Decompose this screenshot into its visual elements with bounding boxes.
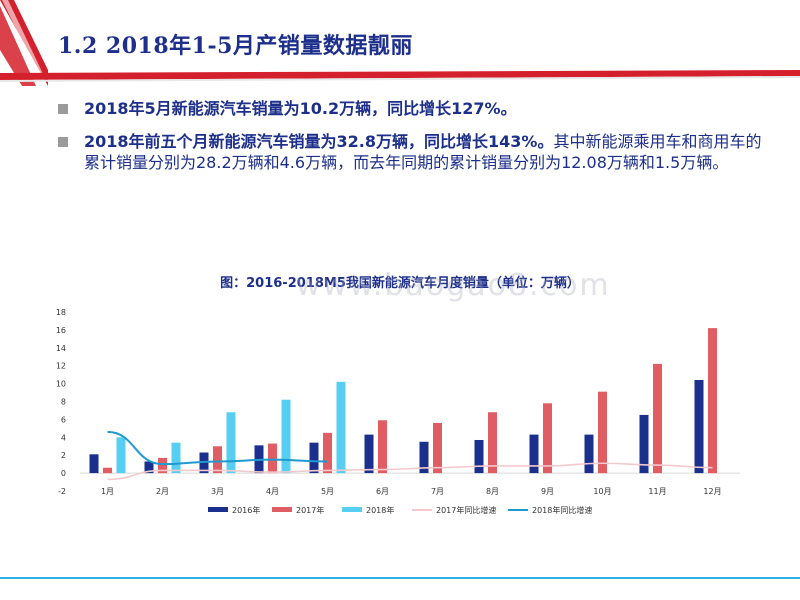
legend-swatch	[272, 507, 292, 512]
y-tick-label: 4	[61, 433, 66, 442]
legend-label: 2016年	[232, 505, 260, 515]
watermark: www.baogao8.com	[296, 268, 611, 303]
line-2017年同比增速	[107, 462, 713, 481]
bar-2017年	[323, 432, 332, 474]
bar-2017年	[543, 403, 552, 474]
bar-2018年	[171, 442, 181, 474]
bar-2017年	[653, 363, 662, 474]
bullet-bold-text: 2018年前五个月新能源汽车销量为32.8万辆，同比增长143%。	[84, 132, 554, 151]
y-tick-label: 14	[56, 344, 66, 353]
bar-2017年	[598, 391, 607, 474]
bullet-list: 2018年5月新能源汽车销量为10.2万辆，同比增长127%。 2018年前五个…	[56, 98, 776, 185]
bullet-text: 2018年5月新能源汽车销量为10.2万辆，同比增长127%。	[84, 98, 776, 119]
bullet-marker-icon	[58, 104, 68, 114]
bar-2016年	[584, 434, 594, 474]
bar-2016年	[419, 441, 429, 474]
y-tick-label: 18	[56, 308, 66, 317]
legend-swatch	[208, 507, 228, 512]
bar-2016年	[474, 439, 484, 474]
x-tick-label: 9月	[541, 487, 554, 496]
x-tick-label: 8月	[486, 487, 499, 496]
x-tick-label: 10月	[593, 487, 611, 496]
x-tick-label: 12月	[703, 487, 721, 496]
bullet-bold-text: 2018年5月新能源汽车销量为10.2万辆，同比增长127%。	[84, 99, 517, 118]
x-tick-label: 4月	[266, 487, 279, 496]
chart-container: 图：2016-2018M5我国新能源汽车月度销量（单位：万辆） -2 0 2 4 6 8 1…	[40, 265, 760, 525]
bar-2016年	[694, 380, 704, 474]
bullet-text: 2018年前五个月新能源汽车销量为32.8万辆，同比增长143%。其中新能源乘用…	[84, 131, 776, 173]
y-tick-label: 6	[61, 415, 66, 424]
legend-label: 2018年同比增速	[532, 505, 592, 515]
bar-2017年	[708, 328, 717, 474]
legend-swatch	[342, 507, 362, 512]
bullet-item: 2018年前五个月新能源汽车销量为32.8万辆，同比增长143%。其中新能源乘用…	[56, 131, 776, 173]
bar-2017年	[103, 467, 112, 474]
y-tick-label: 10	[56, 380, 66, 389]
legend-label: 2017年	[296, 505, 324, 515]
x-tick-label: 2月	[156, 487, 169, 496]
x-tick-label: 3月	[211, 487, 224, 496]
chart-title: 图：2016-2018M5我国新能源汽车月度销量（单位：万辆）	[220, 276, 580, 291]
x-tick-label: 1月	[101, 487, 114, 496]
bar-2017年	[268, 443, 277, 474]
footer-line	[0, 577, 800, 579]
bar-2018年	[336, 381, 346, 474]
y-tick-label: 12	[56, 362, 66, 371]
y-tick-label: -2	[58, 487, 66, 496]
slide-title: 1.2 2018年1-5月产销量数据靓丽	[58, 33, 413, 59]
legend-label: 2018年	[366, 505, 394, 515]
bar-2017年	[158, 457, 167, 474]
bar-2018年	[116, 437, 126, 474]
bar-2016年	[309, 442, 319, 474]
bar-2017年	[378, 420, 387, 474]
x-tick-label: 6月	[376, 487, 389, 496]
y-tick-label: 0	[61, 469, 66, 478]
bar-2017年	[488, 412, 497, 474]
line-2018年同比增速	[107, 430, 328, 466]
bullet-item: 2018年5月新能源汽车销量为10.2万辆，同比增长127%。	[56, 98, 776, 119]
corner-accent-decoration	[0, 0, 48, 86]
bar-2018年	[281, 399, 291, 474]
bar-2016年	[144, 461, 154, 474]
bar-2017年	[213, 446, 222, 474]
bar-2016年	[89, 454, 99, 474]
x-tick-label: 11月	[648, 487, 666, 496]
bullet-marker-icon	[58, 137, 68, 147]
monthly-sales-chart: -2 0 2 4 6 8 10 12 14 16 18 1月 2月 3月 4月 5月 6月 7月 8月 9月 10月 11…	[56, 308, 740, 515]
y-tick-label: 2	[61, 451, 66, 460]
legend-label: 2017年同比增速	[436, 505, 496, 515]
y-tick-label: 8	[61, 398, 66, 407]
bar-2016年	[529, 434, 539, 474]
bar-2016年	[639, 414, 649, 474]
bar-2016年	[199, 452, 209, 474]
bar-2018年	[226, 412, 236, 474]
bullet-normal-text: 其中新能源乘用车和商用车的累计销量分别为28.2万辆和4.6万辆，而去年同期的累…	[84, 132, 762, 172]
bar-2017年	[433, 422, 442, 474]
x-tick-label: 7月	[431, 487, 444, 496]
title-underline-decoration	[0, 70, 800, 82]
bar-2016年	[364, 434, 374, 474]
y-tick-label: 16	[56, 326, 66, 335]
x-tick-label: 5月	[321, 487, 334, 496]
